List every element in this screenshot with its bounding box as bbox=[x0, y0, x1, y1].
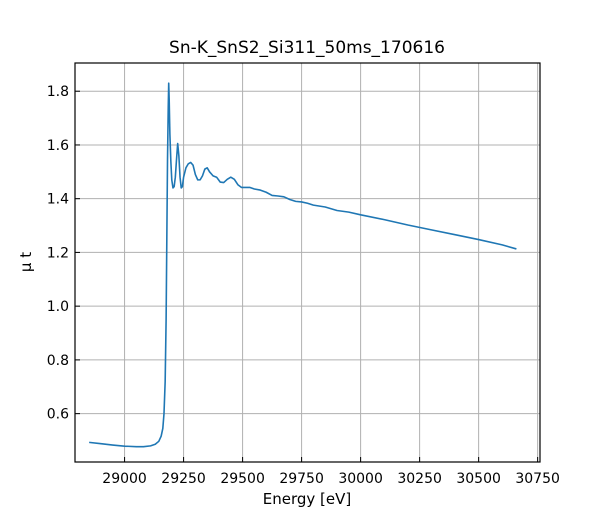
y-tick-label: 1.6 bbox=[47, 138, 69, 154]
y-axis-label: μ t bbox=[17, 252, 35, 272]
chart-title: Sn-K_SnS2_Si311_50ms_170616 bbox=[169, 38, 445, 58]
y-tick-label: 1.4 bbox=[47, 192, 69, 208]
x-tick-label: 30500 bbox=[456, 471, 501, 487]
y-tick-label: 0.8 bbox=[47, 353, 69, 369]
x-axis-label: Energy [eV] bbox=[263, 490, 351, 508]
y-tick-label: 1.8 bbox=[47, 84, 69, 100]
series-layer bbox=[89, 82, 517, 448]
ticks: 29000 29250 29500 29750 30000 30250 30500 30750… bbox=[47, 84, 560, 487]
x-tick-label: 29250 bbox=[161, 471, 206, 487]
x-tick-label: 29500 bbox=[220, 471, 265, 487]
x-tick-label: 30000 bbox=[338, 471, 383, 487]
x-tick-label: 29000 bbox=[102, 471, 147, 487]
plot-frame bbox=[74, 62, 541, 463]
y-tick-label: 1.2 bbox=[47, 245, 69, 261]
y-tick-label: 1.0 bbox=[47, 299, 69, 315]
grid bbox=[75, 63, 540, 462]
x-tick-label: 30750 bbox=[515, 471, 560, 487]
x-tick-label: 29750 bbox=[279, 471, 324, 487]
series-line bbox=[89, 82, 517, 448]
y-tick-label: 0.6 bbox=[47, 407, 69, 423]
x-tick-label: 30250 bbox=[397, 471, 442, 487]
